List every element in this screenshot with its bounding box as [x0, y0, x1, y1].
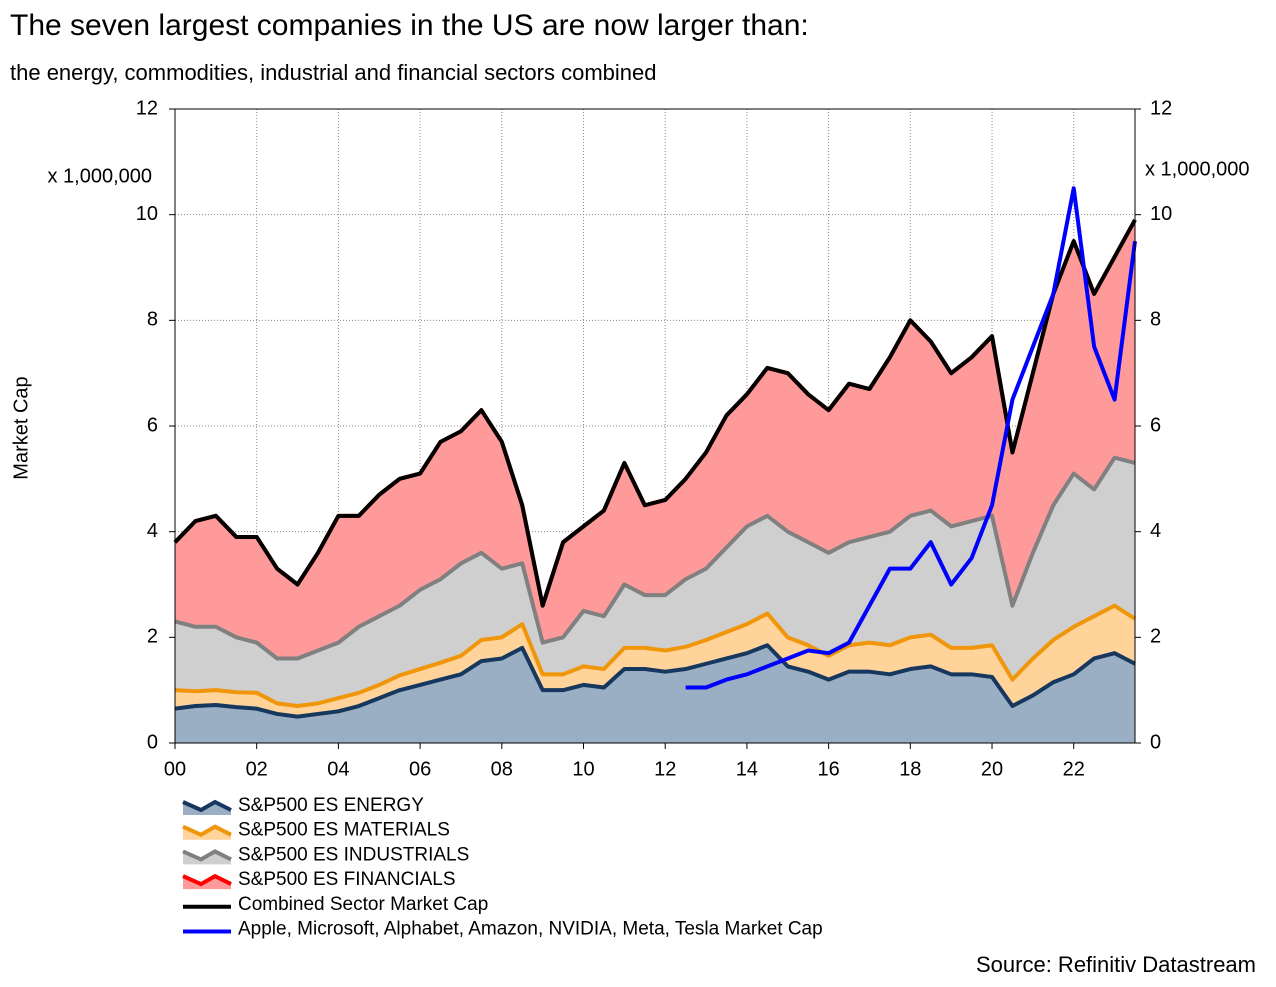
y2-tick-label: 8: [1150, 309, 1161, 331]
y-tick-label: 12: [136, 97, 158, 119]
y2-tick-label: 2: [1150, 626, 1161, 648]
y-tick-label: 6: [147, 414, 158, 436]
area-edge: [174, 643, 1136, 719]
x-tick-label: 00: [164, 758, 186, 780]
source: Source: Refinitiv Datastream: [976, 952, 1256, 977]
legend-label: S&P500 ES ENERGY: [238, 795, 424, 816]
area: [175, 605, 1135, 717]
legend-swatch-line: [182, 799, 232, 813]
x-tick-label: 22: [1063, 758, 1085, 780]
y2-unit-label: x 1,000,000: [1145, 158, 1250, 180]
x-tick-label: 12: [654, 758, 676, 780]
line: [173, 218, 1137, 608]
y-tick-label: 8: [147, 309, 158, 331]
x-tick-label: 20: [981, 758, 1003, 780]
area: [175, 457, 1135, 707]
area: [175, 219, 1135, 659]
chart-title: The seven largest companies in the US ar…: [10, 9, 809, 42]
y-tick-label: 4: [147, 520, 158, 542]
legend-swatch-line: [182, 873, 232, 887]
y-unit-label: x 1,000,000: [47, 165, 152, 187]
legend-label: Apple, Microsoft, Alphabet, Amazon, NVID…: [238, 919, 823, 940]
y2-tick-label: 10: [1150, 203, 1172, 225]
legend-swatch-line: [182, 849, 232, 862]
legend-label: S&P500 ES MATERIALS: [238, 820, 450, 841]
x-tick-label: 18: [899, 758, 921, 780]
area: [175, 645, 1135, 743]
legend-label: Combined Sector Market Cap: [238, 894, 488, 915]
y2-tick-label: 12: [1150, 97, 1172, 119]
area-edge: [174, 455, 1136, 661]
y2-tick-label: 0: [1150, 731, 1161, 753]
legend-swatch-line: [182, 824, 232, 837]
x-tick-label: 06: [409, 758, 431, 780]
area-edge: [174, 603, 1137, 709]
y2-tick-label: 6: [1150, 414, 1161, 436]
y-tick-label: 0: [147, 731, 158, 753]
y2-tick-label: 4: [1150, 520, 1161, 542]
y-axis-label: Market Cap: [10, 376, 32, 479]
chart-subtitle: the energy, commodities, industrial and …: [10, 60, 656, 85]
plot-frame: [174, 108, 1136, 744]
x-tick-label: 04: [327, 758, 349, 780]
y-tick-label: 10: [136, 203, 158, 225]
x-tick-label: 10: [572, 758, 594, 780]
x-tick-label: 14: [736, 758, 758, 780]
x-tick-label: 16: [817, 758, 839, 780]
legend-label: S&P500 ES INDUSTRIALS: [238, 844, 469, 865]
legend-label: S&P500 ES FINANCIALS: [238, 869, 456, 890]
x-tick-label: 08: [491, 758, 513, 780]
x-tick-label: 02: [246, 758, 268, 780]
line: [685, 186, 1137, 690]
y-tick-label: 2: [147, 626, 158, 648]
